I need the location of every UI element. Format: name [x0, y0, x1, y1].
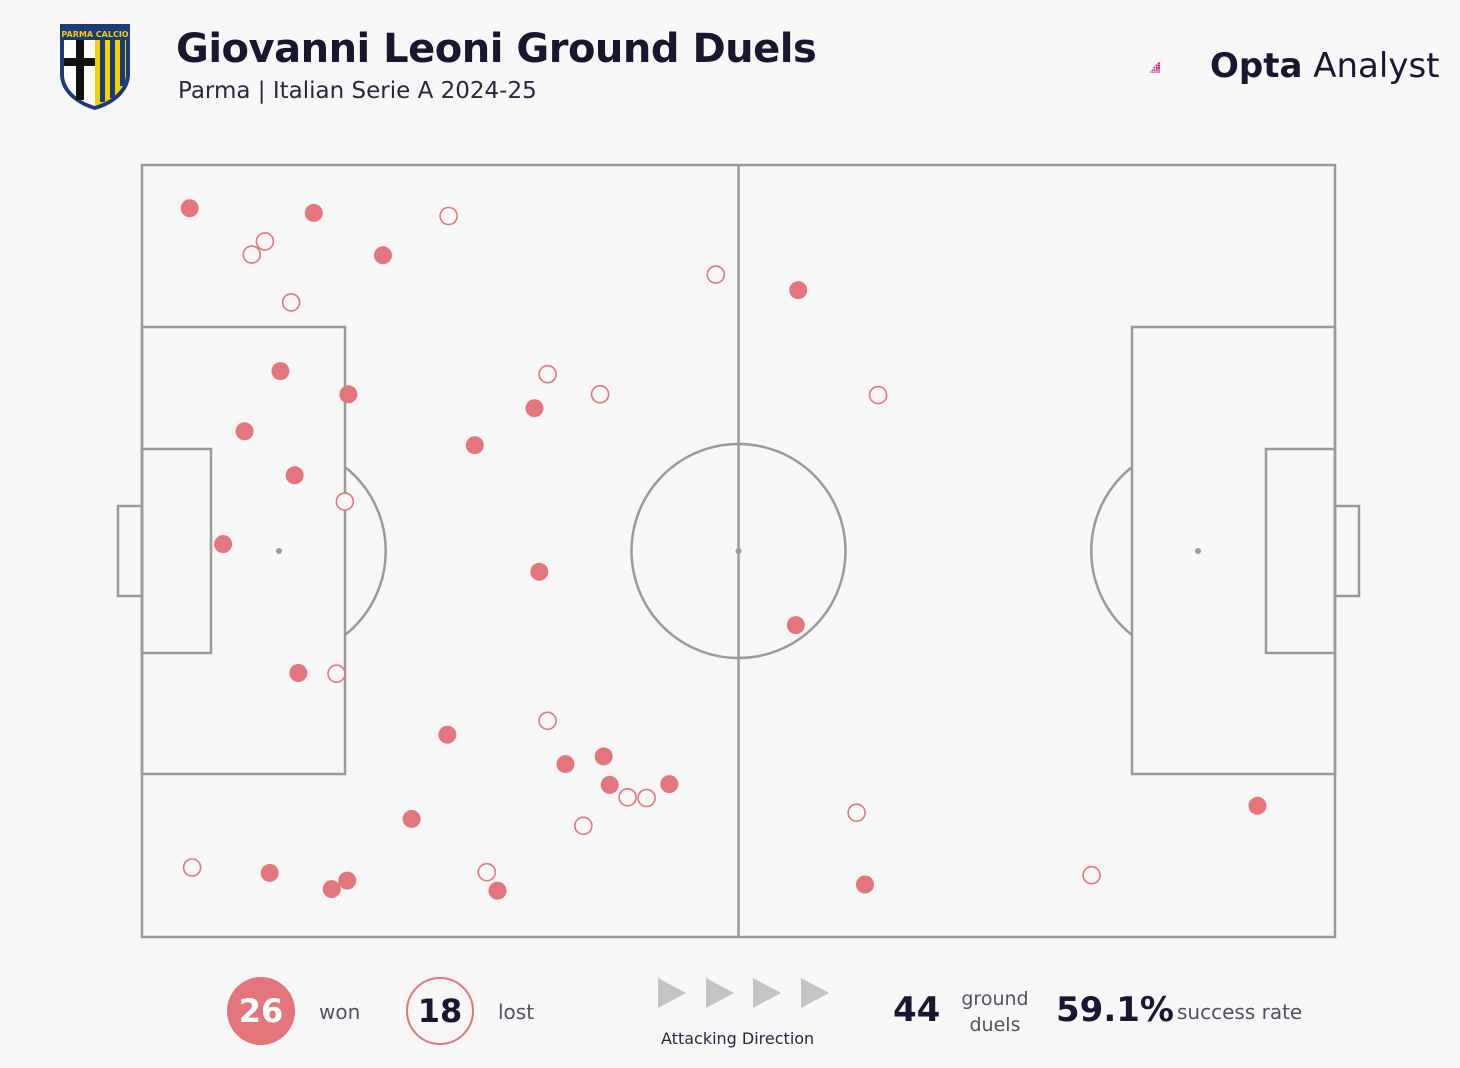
duel-lost-point-9: [868, 385, 888, 405]
centre-circle: [630, 442, 847, 660]
duel-won-point-11: [530, 562, 549, 581]
duel-lost-point-14: [574, 816, 593, 836]
duel-lost-point-3: [242, 245, 262, 264]
left-penalty-spot: [276, 548, 282, 554]
duel-won-point-15: [594, 747, 613, 766]
lost-count-badge: 18: [406, 977, 474, 1045]
duel-won-point-9: [285, 466, 304, 485]
duel-won-point-22: [488, 881, 507, 900]
duel-won-point-2: [304, 203, 323, 222]
right-six-yard-box: [1264, 447, 1337, 655]
attacking-direction-arrows-icon: [658, 978, 829, 1008]
duel-lost-point-5: [706, 265, 726, 284]
duel-lost-point-1: [439, 206, 458, 226]
left-penalty-area: [140, 325, 347, 776]
right-penalty-spot: [1195, 548, 1201, 554]
centre-spot: [735, 548, 742, 554]
duel-won-point-1: [180, 199, 199, 218]
duel-lost-point-15: [477, 862, 497, 882]
duel-lost-point-10: [327, 664, 346, 684]
duel-lost-point-16: [182, 858, 202, 877]
opta-analyst-logo-icon: [1150, 62, 1160, 73]
duel-won-point-25: [856, 875, 874, 894]
duel-won-point-5: [339, 385, 358, 404]
left-penalty-arc: [344, 466, 387, 636]
chart-title: Giovanni Leoni Ground Duels: [176, 26, 817, 72]
duel-won-point-4: [271, 362, 290, 381]
won-label: won: [319, 1000, 361, 1024]
duel-lost-point-6: [538, 364, 557, 384]
duel-won-point-14: [556, 755, 575, 774]
duel-lost-point-7: [590, 384, 610, 404]
duel-points: [180, 199, 1267, 900]
duel-lost-point-13: [637, 788, 656, 808]
right-penalty-area: [1130, 325, 1337, 776]
total-duels-value: 44: [893, 990, 941, 1030]
success-rate-value: 59.1%: [1056, 990, 1174, 1030]
duel-lost-point-11: [538, 711, 557, 731]
duel-won-point-19: [260, 863, 279, 882]
duel-lost-point-12: [618, 787, 637, 807]
duel-lost-point-18: [1082, 865, 1101, 885]
duel-lost-point-2: [255, 232, 275, 251]
right-penalty-arc: [1090, 466, 1133, 636]
left-goal: [116, 504, 144, 598]
duel-won-point-18: [402, 809, 421, 828]
duel-lost-point-4: [281, 293, 301, 312]
duel-won-point-26: [1248, 796, 1267, 815]
ground-duels-label: ground duels: [958, 986, 1032, 1038]
ground-duels-label-line2: duels: [969, 1014, 1021, 1036]
lost-label: lost: [498, 1000, 535, 1024]
duel-won-point-24: [786, 616, 805, 635]
duel-won-point-20: [338, 871, 357, 890]
parma-crest-logo: PARMA CALCIO: [60, 24, 130, 110]
ground-duels-label-line1: ground: [961, 988, 1029, 1010]
won-count-badge: 26: [227, 977, 295, 1045]
success-rate-label: success rate: [1177, 1000, 1303, 1024]
duel-won-point-23: [789, 281, 808, 300]
duel-lost-point-17: [847, 803, 866, 823]
duel-won-point-16: [600, 775, 619, 794]
duel-won-point-6: [235, 422, 254, 441]
right-goal: [1333, 504, 1361, 598]
duel-lost-point-8: [335, 492, 355, 511]
duel-won-point-8: [525, 399, 544, 418]
chart-subtitle: Parma | Italian Serie A 2024-25: [178, 78, 537, 104]
duel-won-point-10: [214, 535, 233, 554]
duel-won-point-21: [322, 880, 341, 899]
duel-won-point-13: [438, 725, 457, 744]
left-six-yard-box: [140, 447, 213, 655]
duel-won-point-17: [660, 775, 679, 794]
duel-won-point-12: [289, 664, 308, 682]
pitch-lines: [116, 163, 1361, 939]
duel-won-point-7: [465, 436, 484, 455]
svg-text:PARMA CALCIO: PARMA CALCIO: [61, 30, 128, 39]
attacking-direction-label: Attacking Direction: [661, 1029, 815, 1048]
duel-won-point-3: [374, 246, 392, 265]
brand-wordmark: Opta Analyst: [1210, 46, 1440, 86]
